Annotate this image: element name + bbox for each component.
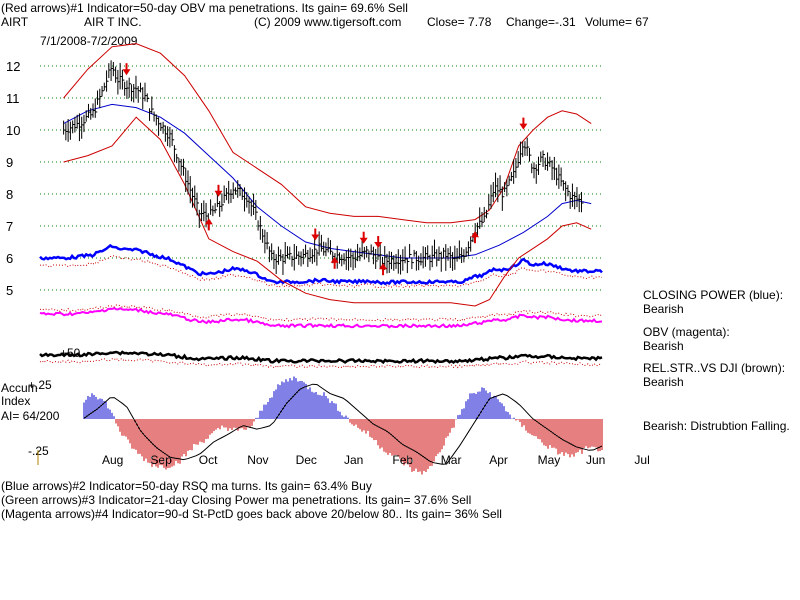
sell-arrow-icon (519, 123, 528, 130)
x-tick-label: Apr (489, 453, 508, 467)
company-name: AIR T INC. (84, 15, 142, 29)
accum-title-line2: Index (1, 394, 30, 408)
x-tick-label: Mar (441, 453, 462, 467)
y-tick-label: 5 (6, 283, 13, 298)
sell-arrow-icon (359, 237, 368, 244)
legend-relstr-value: Bearish (643, 375, 684, 389)
x-tick-label: Jul (634, 453, 649, 467)
y-tick-label: 11 (6, 91, 20, 106)
x-tick-label: Jan (344, 453, 363, 467)
accum-tick-minus: -.25 (28, 444, 49, 458)
x-tick-label: Nov (247, 453, 268, 467)
legend-obv-label: OBV (magenta): (643, 325, 730, 339)
indicator-4-text: (Magenta arrows)#4 Indicator=90-d St-Pct… (1, 507, 502, 521)
relstr-line (39, 350, 603, 365)
closing-power-ma (39, 255, 603, 289)
indicator-lines (39, 243, 603, 369)
x-tick-label: Feb (392, 453, 413, 467)
x-tick-label: Aug (102, 453, 123, 467)
x-tick-label: Dec (296, 453, 317, 467)
legend-relstr-label: REL.STR..VS DJI (brown): (643, 361, 785, 375)
ticker-symbol: AIRT (1, 15, 29, 29)
accum-index-bars (83, 376, 603, 475)
volume-value: Volume= 67 (585, 15, 649, 29)
y-tick-label: 10 (6, 123, 20, 138)
price-y-axis: 5 6 7 8 9 10 11 12 (6, 59, 20, 298)
buy-arrow-icon (330, 256, 339, 263)
obv-line (39, 306, 603, 329)
x-tick-label: Sep (150, 453, 172, 467)
y-tick-label: 7 (6, 219, 13, 234)
series-moving-average-50 (63, 103, 592, 259)
sell-arrow-icon (311, 234, 320, 241)
price-gridlines (40, 65, 602, 291)
y-tick-label: 6 (6, 251, 13, 266)
relstr-tick-fifty: +50 (60, 346, 81, 360)
legend-obv-value: Bearish (643, 339, 684, 353)
close-value: Close= 7.78 (427, 15, 492, 29)
price-bars (63, 60, 584, 275)
relstr-ma (39, 357, 603, 369)
buy-arrow-icon (204, 218, 213, 225)
buy-arrow-icon (471, 231, 479, 238)
month-axis: Aug Sep Oct Nov Dec Jan Feb Mar Apr May Jun Jul (102, 453, 650, 467)
indicator-1-text: (Red arrows)#1 Indicator=50-day OBV ma p… (1, 1, 408, 15)
legend-closing-power-value: Bearish (643, 302, 684, 316)
closing-power-line (39, 243, 603, 286)
copyright-text: (C) 2009 www.tigersoft.com (254, 15, 401, 29)
sell-arrow-icon (122, 69, 131, 76)
y-tick-label: 12 (6, 59, 20, 74)
obv-ma (39, 304, 603, 322)
series-bollinger-upper (63, 43, 592, 224)
accum-title-line1: Accum (1, 381, 38, 395)
y-tick-label: 9 (6, 155, 13, 170)
y-tick-label: 8 (6, 187, 13, 202)
price-series-lines (63, 43, 592, 307)
buy-arrow-icon (379, 263, 388, 270)
x-tick-label: Oct (199, 453, 218, 467)
indicator-3-text: (Green arrows)#3 Indicator=21-day Closin… (1, 493, 471, 507)
date-range: 7/1/2008-7/2/2009 (40, 34, 138, 48)
series-bollinger-lower (63, 116, 592, 307)
signal-arrows (122, 63, 528, 276)
x-tick-label: May (538, 453, 561, 467)
x-tick-label: Jun (586, 453, 605, 467)
accum-tick-plus: +.25 (28, 378, 52, 392)
legend-closing-power-label: CLOSING POWER (blue): (643, 288, 783, 302)
legend-accum-note: Bearish: Distrubtion Falling. (643, 419, 790, 433)
accum-ma-line (83, 383, 603, 465)
accum-ai-value: AI= 64/200 (1, 409, 60, 423)
change-value: Change=-.31 (506, 15, 576, 29)
sell-arrow-icon (374, 242, 383, 248)
indicator-2-text: (Blue arrows)#2 Indicator=50-day RSQ ma … (1, 479, 372, 493)
sell-arrow-icon (214, 190, 223, 197)
